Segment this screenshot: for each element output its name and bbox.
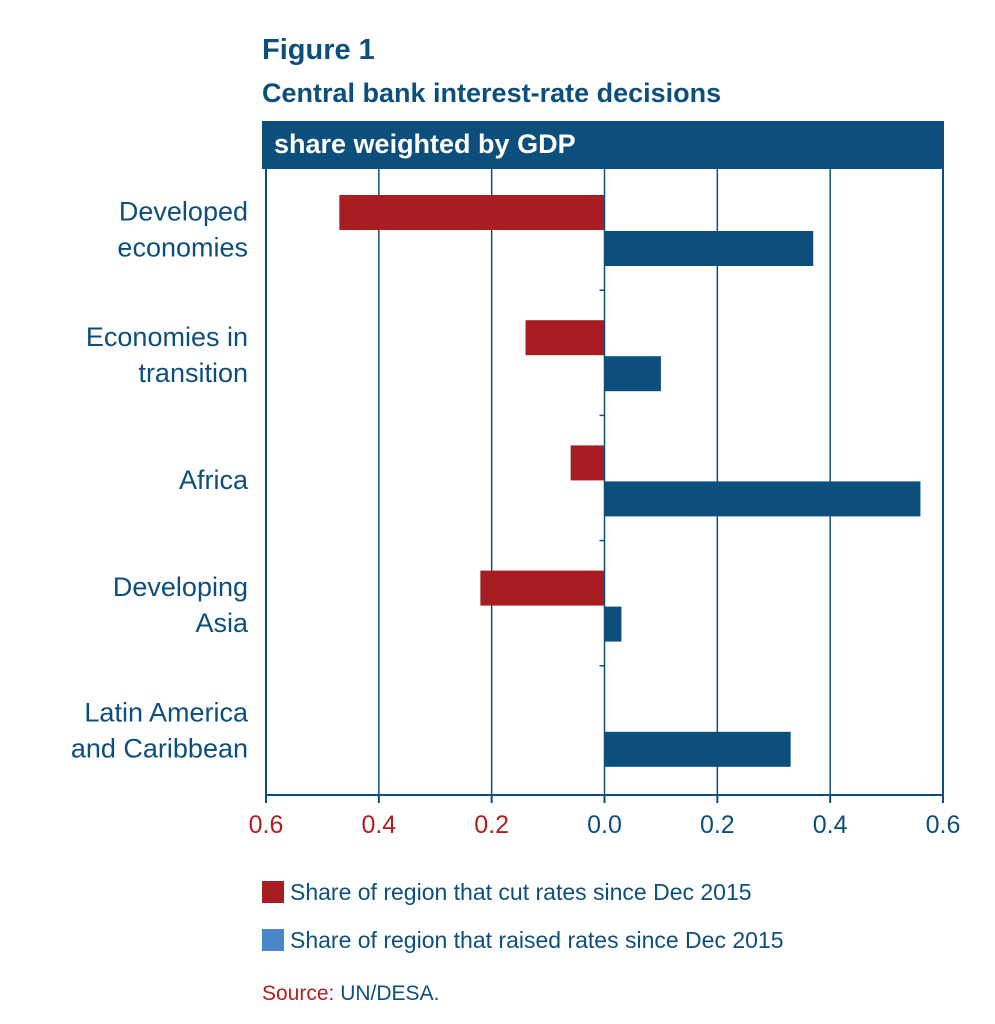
- x-tick-label-2: 0.2: [474, 811, 509, 839]
- category-label-3-0: Developing: [113, 572, 248, 602]
- category-label-1-0: Economies in: [86, 322, 248, 352]
- bar-raised-2: [604, 481, 921, 517]
- source-note: Source: UN/DESA.: [262, 982, 439, 1006]
- x-tick-label-4: 0.2: [700, 811, 735, 839]
- subtitle-text: share weighted by GDP: [274, 129, 576, 159]
- bar-raised-1: [604, 356, 661, 392]
- subtitle-banner: share weighted by GDP: [262, 121, 944, 169]
- bar-cut-1: [525, 320, 605, 356]
- source-text: UN/DESA.: [340, 982, 440, 1005]
- bar-raised-0: [604, 231, 814, 266]
- x-tick-label-1: 0.4: [361, 811, 396, 839]
- x-tick-label-6: 0.6: [926, 811, 961, 839]
- category-label-0-1: economies: [117, 233, 248, 263]
- bar-cut-2: [570, 445, 605, 481]
- category-label-2-0: Africa: [179, 465, 249, 495]
- figure-label: Figure 1: [262, 34, 375, 66]
- legend-swatch-cut: [262, 881, 284, 903]
- category-label-0-0: Developed: [119, 197, 248, 227]
- legend-item-raised: Share of region that raised rates since …: [262, 916, 784, 964]
- legend: Share of region that cut rates since Dec…: [262, 868, 784, 964]
- bar-raised-4: [604, 731, 791, 767]
- legend-label-cut: Share of region that cut rates since Dec…: [290, 878, 752, 905]
- x-tick-label-3: 0.0: [587, 811, 622, 839]
- category-label-4-0: Latin America: [84, 697, 249, 727]
- bar-raised-3: [604, 606, 622, 642]
- category-label-4-1: and Caribbean: [71, 733, 248, 763]
- category-label-1-1: transition: [138, 358, 248, 388]
- x-tick-label-5: 0.4: [813, 811, 848, 839]
- category-label-3-1: Asia: [195, 608, 249, 638]
- legend-label-raised: Share of region that raised rates since …: [290, 926, 784, 953]
- legend-swatch-raised: [262, 929, 284, 951]
- source-label: Source:: [262, 982, 335, 1005]
- x-tick-label-0: 0.6: [249, 811, 284, 839]
- bar-cut-3: [480, 570, 605, 606]
- figure-title: Central bank interest-rate decisions: [262, 78, 722, 108]
- legend-item-cut: Share of region that cut rates since Dec…: [262, 868, 784, 916]
- bar-cut-0: [339, 195, 605, 230]
